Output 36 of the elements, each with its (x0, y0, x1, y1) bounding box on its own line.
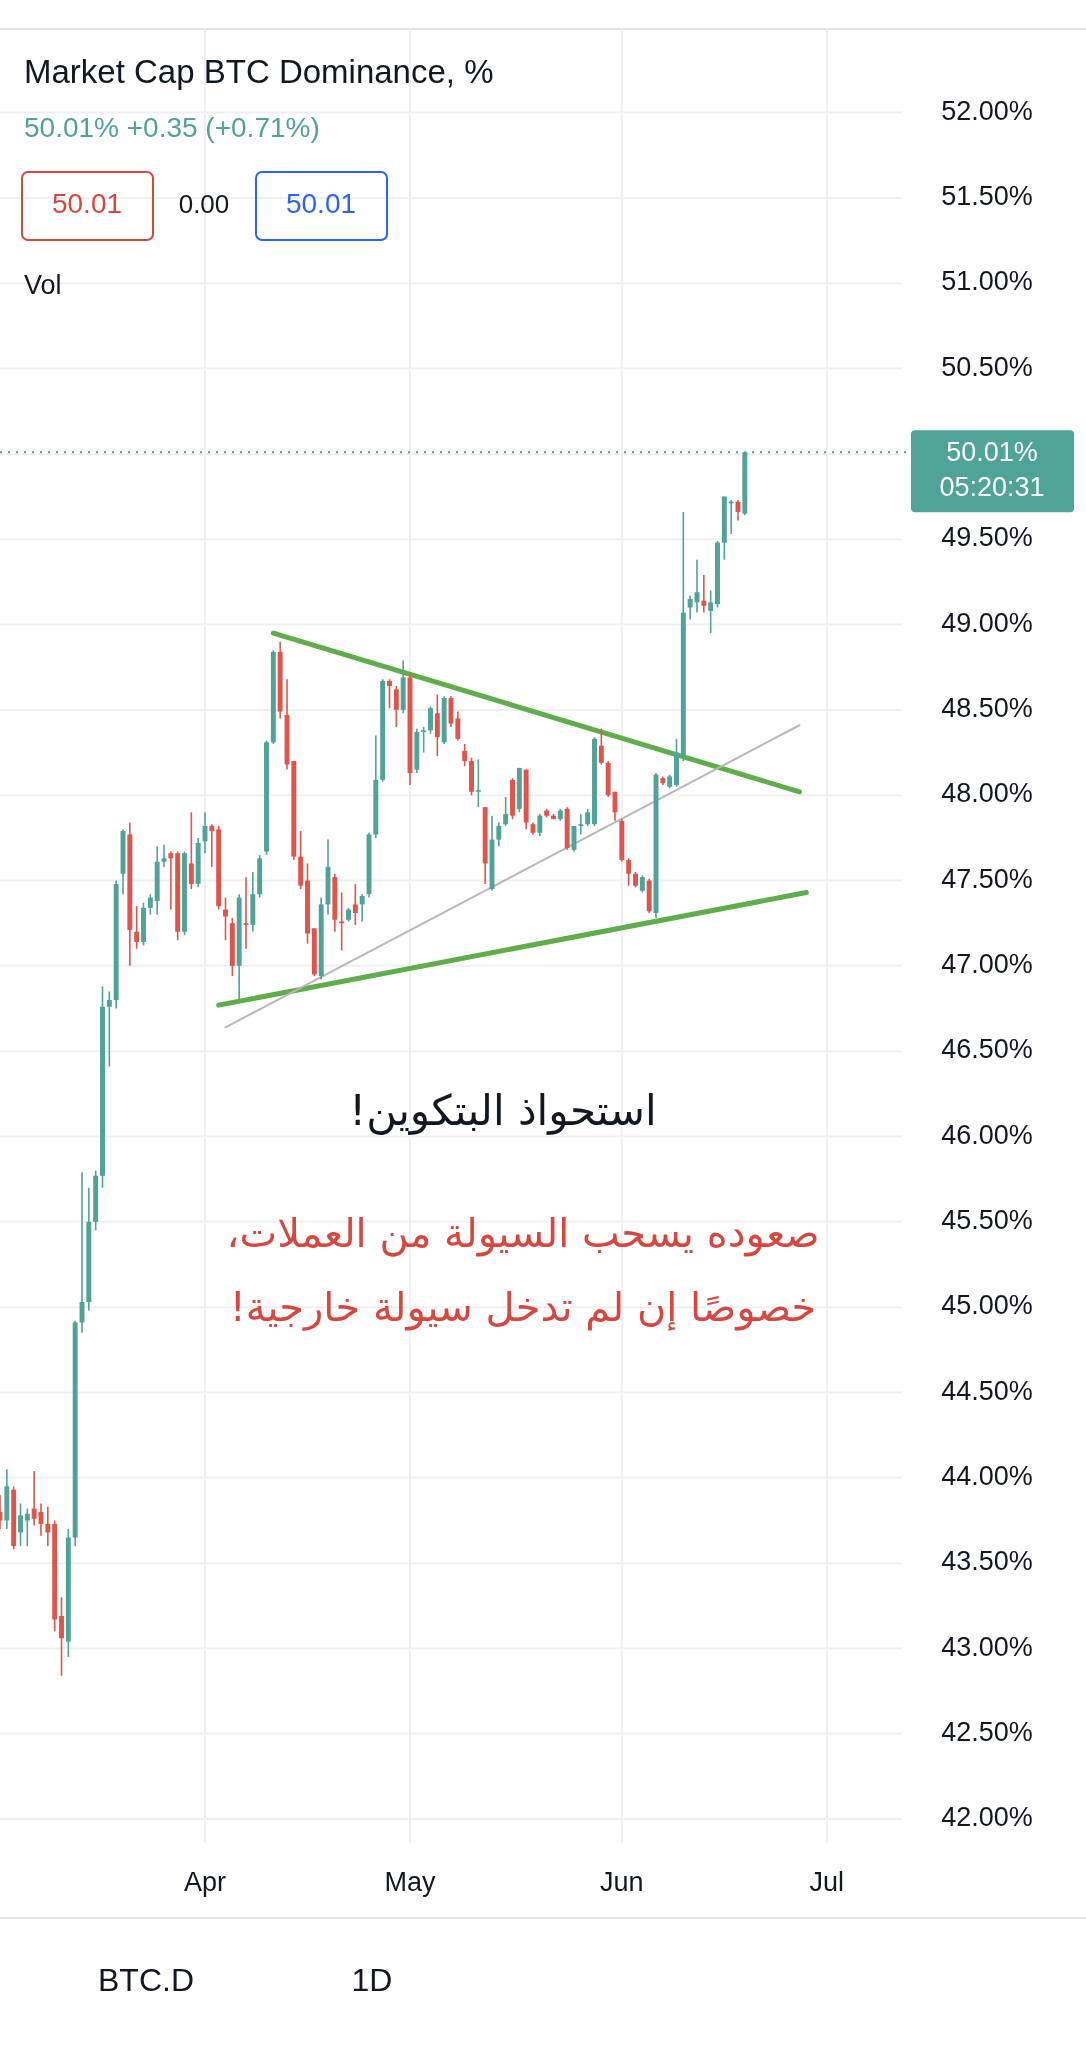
ytick: 48.50% (941, 693, 1033, 723)
ytick: 50.50% (941, 351, 1033, 382)
ytick: 43.50% (941, 1546, 1033, 1577)
annotation: 50.01 (51, 188, 123, 220)
ytick: 47.00% (941, 949, 1033, 979)
ytick: 44.00% (941, 1460, 1033, 1491)
ytick: 45.50% (941, 1204, 1033, 1235)
annotation: 50.01 (285, 188, 357, 220)
annotation: BTC.D (98, 1962, 194, 1999)
annotation: استحواذ البتكوين! (349, 1085, 657, 1135)
ytick: 42.00% (941, 1802, 1033, 1833)
annotation: 1D (351, 1962, 393, 1999)
ytick: 49.50% (941, 522, 1033, 553)
xtick: Jul (809, 1867, 845, 1898)
ref-label: 50.01% (946, 437, 1038, 468)
ytick: 49.00% (941, 607, 1033, 638)
ytick: 51.00% (941, 266, 1033, 297)
ytick: 46.50% (941, 1034, 1033, 1065)
xtick: Apr (184, 1867, 226, 1898)
text: 50.01% +0.35 (+0.71%) (24, 112, 320, 144)
ytick: 45.00% (941, 1290, 1033, 1321)
ytick: 44.50% (941, 1375, 1033, 1406)
text: Market Cap BTC Dominance, % (24, 52, 494, 90)
ytick: 52.00% (941, 95, 1033, 126)
xtick: Jun (600, 1867, 644, 1898)
ytick: 48.00% (941, 778, 1033, 809)
ytick: 47.50% (941, 863, 1033, 894)
annotation: 0.00 (178, 188, 230, 219)
ytick: 43.00% (941, 1631, 1033, 1662)
annotation: Vol (24, 270, 62, 301)
ytick: 51.50% (941, 181, 1033, 212)
annotation: صعوده يسحب السيولة من العملات، خصوصًا إن لم تدخل سيولة خارجية! (226, 1210, 820, 1330)
xtick: May (384, 1867, 436, 1898)
ytick: 46.00% (941, 1119, 1033, 1150)
annotation: 05:20:31 (939, 472, 1045, 503)
ytick: 42.50% (941, 1716, 1033, 1747)
